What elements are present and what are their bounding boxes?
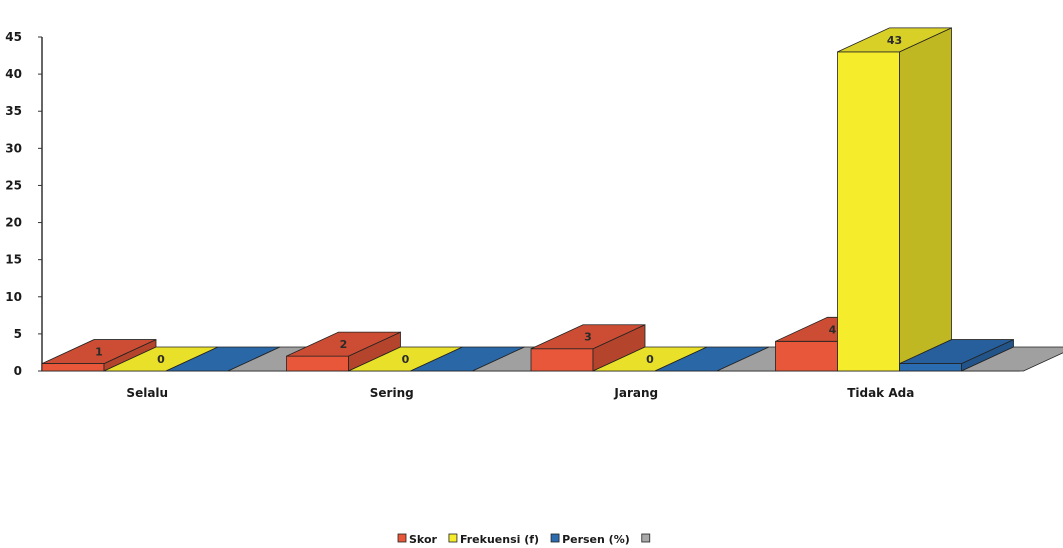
legend-label: Skor [409,533,437,546]
bar-skor-sering [286,331,401,372]
data-labels: 1 0 2 0 3 0 4 43 [95,34,902,366]
bar-skor-selalu [41,338,157,372]
legend-label: Frekuensi (f) [460,533,539,546]
bar-top [41,339,157,364]
bar-side [899,27,952,372]
x-category-label: Selalu [126,386,168,400]
y-tick-label: 20 [5,216,22,230]
data-label: 43 [887,34,902,47]
legend-swatch [448,533,458,543]
y-tick-label: 45 [5,30,22,44]
bar-front [899,363,962,372]
bar-top [837,27,952,53]
y-tick-label: 40 [5,67,22,81]
data-label: 4 [829,323,837,336]
bar-skor-jarang [530,324,646,372]
y-tick-label: 25 [5,178,22,192]
legend-label: Persen (%) [562,533,630,546]
bar-top [899,339,1014,364]
y-tick-label: 0 [14,364,22,378]
x-category-label: Sering [370,386,414,400]
bar-front [41,363,105,372]
bar-front [286,355,349,372]
data-label: 1 [95,346,103,359]
bar-front [837,51,900,372]
y-tick-label: 30 [5,141,22,155]
bar-front [530,348,594,372]
bar-top [530,324,646,350]
bar-front [775,340,838,372]
x-category-label: Jarang [613,386,658,400]
data-label: 0 [402,353,410,366]
bar-series-4-tidak-ada [961,346,1063,372]
category-labels: Selalu Sering Jarang Tidak Ada [126,386,914,400]
bar-top [286,331,401,357]
bars [41,27,1063,372]
y-tick-label: 15 [5,253,22,267]
x-category-label: Tidak Ada [847,386,914,400]
bar-top [961,346,1063,372]
legend-swatch [641,533,651,543]
data-label: 0 [646,353,654,366]
bar-persen--tidak-ada [899,338,1014,372]
y-tick-label: 35 [5,104,22,118]
data-label: 0 [157,353,165,366]
legend-swatch [397,533,407,543]
data-label: 3 [584,331,592,344]
data-label: 2 [340,338,348,351]
legend-swatch [550,533,560,543]
y-tick-label: 10 [5,290,22,304]
y-tick-label: 5 [14,327,22,341]
y-axis: 0 5 10 15 20 25 30 35 40 45 [5,30,43,378]
legend: Skor Frekuensi (f) Persen (%) [397,533,651,546]
bar-frekuensi-f--tidak-ada [837,27,952,372]
